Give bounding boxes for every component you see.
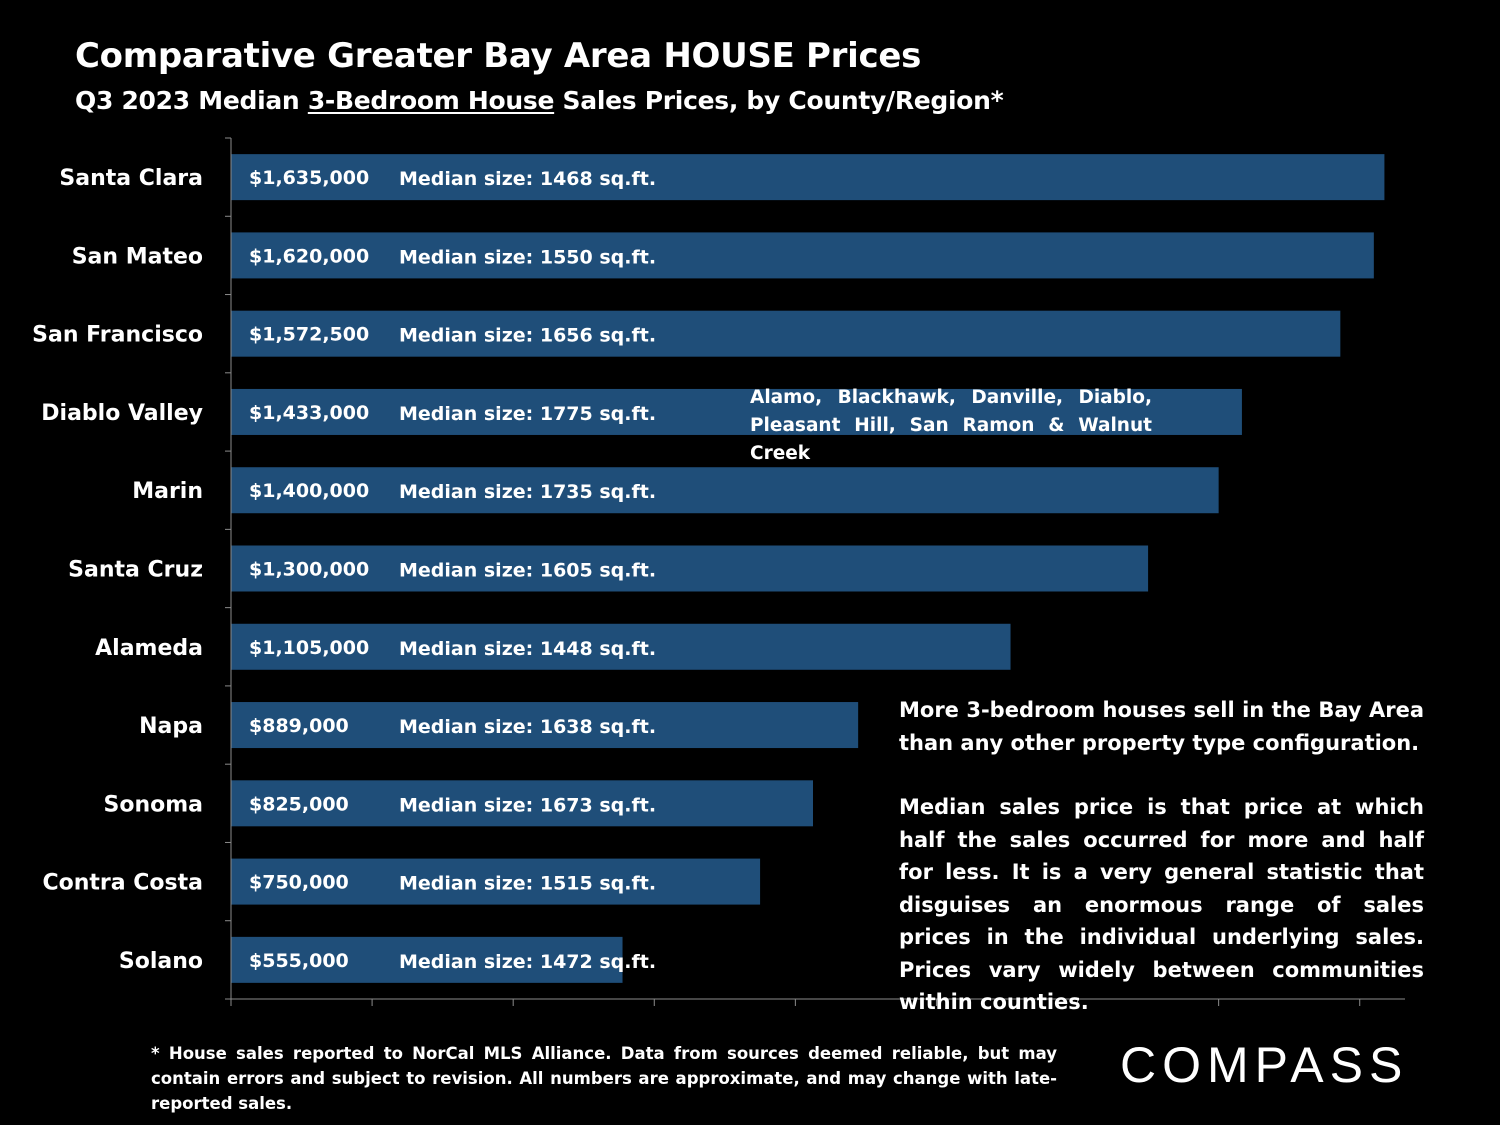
diablo-valley-annotation: Alamo, Blackhawk, Danville, Diablo, Plea…	[750, 387, 1152, 464]
size-label: Median size: 1468 sq.ft.	[399, 168, 656, 190]
bar-3	[231, 388, 1242, 435]
category-label: Alameda	[95, 636, 203, 661]
value-label: $889,000	[249, 715, 349, 737]
size-label: Median size: 1775 sq.ft.	[399, 403, 656, 425]
category-label: Sonoma	[103, 792, 203, 817]
bar-10	[231, 936, 623, 983]
size-label: Median size: 1735 sq.ft.	[399, 481, 656, 503]
bar-0	[231, 154, 1385, 201]
size-label: Median size: 1673 sq.ft.	[399, 794, 656, 816]
chart-subtitle: Q3 2023 Median 3-Bedroom House Sales Pri…	[75, 86, 1004, 115]
category-label: Santa Clara	[59, 166, 203, 191]
category-label: San Mateo	[72, 244, 203, 269]
value-label: $1,300,000	[249, 559, 369, 581]
value-label: $1,620,000	[249, 245, 369, 267]
category-label: Contra Costa	[42, 871, 203, 896]
footnote: * House sales reported to NorCal MLS All…	[151, 1044, 1057, 1113]
size-label: Median size: 1550 sq.ft.	[399, 246, 656, 268]
value-label: $825,000	[249, 793, 349, 815]
bar-1	[231, 232, 1374, 279]
subtitle-underlined: 3-Bedroom House	[307, 86, 555, 115]
bar-2	[231, 310, 1341, 357]
value-label: $1,433,000	[249, 402, 369, 424]
value-label: $750,000	[249, 872, 349, 894]
size-label: Median size: 1515 sq.ft.	[399, 873, 656, 895]
bar-6	[231, 623, 1011, 670]
size-label: Median size: 1448 sq.ft.	[399, 638, 656, 660]
category-label: San Francisco	[32, 323, 203, 348]
value-label: $555,000	[249, 950, 349, 972]
subtitle-prefix: Q3 2023 Median	[75, 86, 308, 115]
category-label: Santa Cruz	[68, 558, 203, 583]
explanatory-note: More 3-bedroom houses sell in the Bay Ar…	[899, 694, 1424, 1051]
note-paragraph-1: More 3-bedroom houses sell in the Bay Ar…	[899, 698, 1424, 755]
subtitle-suffix: Sales Prices, by County/Region*	[554, 86, 1004, 115]
bar-9	[231, 858, 761, 905]
value-label: $1,400,000	[249, 480, 369, 502]
size-label: Median size: 1472 sq.ft.	[399, 951, 656, 973]
compass-logo-text: COMPASS	[1120, 1037, 1408, 1093]
bar-5	[231, 545, 1149, 592]
size-label: Median size: 1605 sq.ft.	[399, 560, 656, 582]
category-label: Napa	[139, 714, 203, 739]
bar-4	[231, 467, 1219, 514]
chart-title: Comparative Greater Bay Area HOUSE Price…	[75, 36, 922, 76]
value-label: $1,635,000	[249, 167, 369, 189]
category-label: Diablo Valley	[41, 401, 203, 426]
value-label: $1,105,000	[249, 637, 369, 659]
value-label: $1,572,500	[249, 324, 369, 346]
note-paragraph-2: Median sales price is that price at whic…	[899, 795, 1424, 1014]
category-label: Solano	[119, 949, 203, 974]
size-label: Median size: 1638 sq.ft.	[399, 716, 656, 738]
compass-logo: COMPASS	[1120, 1037, 1408, 1093]
category-label: Marin	[132, 479, 203, 504]
size-label: Median size: 1656 sq.ft.	[399, 325, 656, 347]
bar-7	[231, 702, 859, 749]
bar-8	[231, 780, 813, 827]
